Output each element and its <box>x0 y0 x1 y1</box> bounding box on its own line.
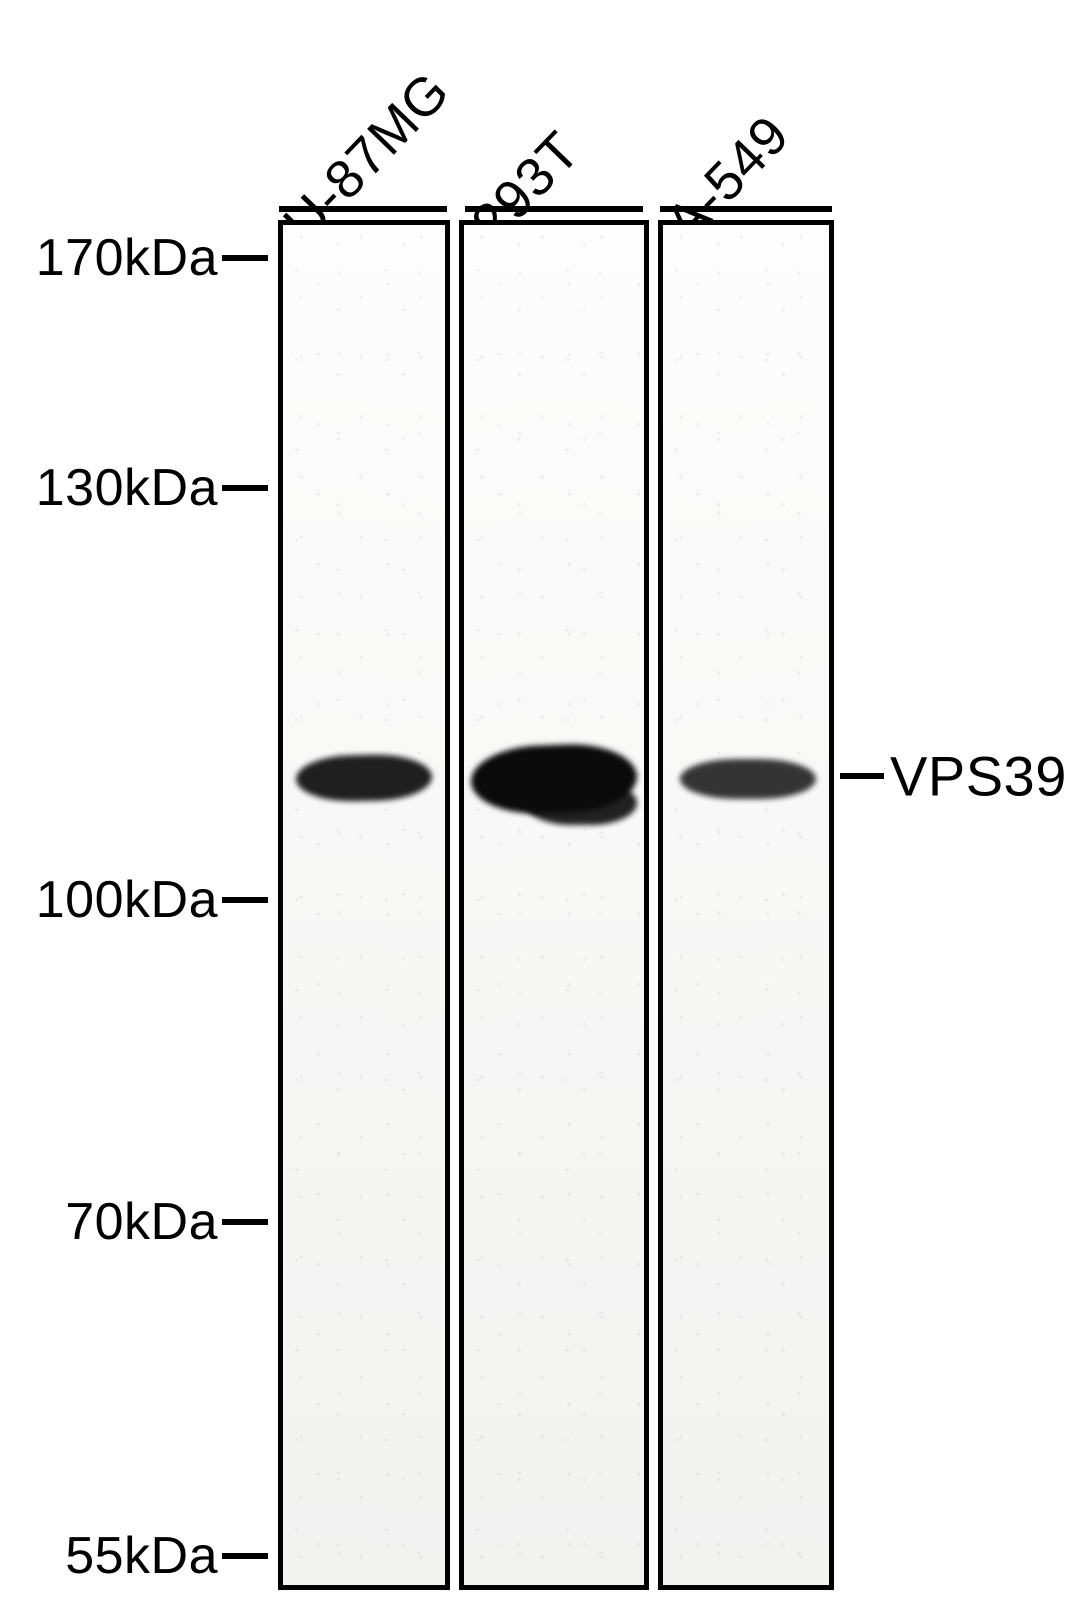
lane-noise <box>663 225 829 1585</box>
mw-label: 170kDa <box>36 228 218 288</box>
target-tick <box>840 773 884 779</box>
target-label: VPS39 <box>890 744 1067 809</box>
lane-noise <box>283 225 445 1585</box>
lane-noise <box>464 225 644 1585</box>
mw-tick <box>222 1219 268 1225</box>
mw-tick <box>222 897 268 903</box>
mw-tick <box>222 255 268 261</box>
lane-box <box>658 220 834 1590</box>
western-blot-figure: 170kDa130kDa100kDa70kDa55kDa U-87MG293TA… <box>0 0 1080 1622</box>
mw-label: 70kDa <box>65 1192 218 1252</box>
lane-underline <box>279 206 447 212</box>
mw-tick <box>222 1553 268 1559</box>
mw-label: 130kDa <box>36 458 218 518</box>
protein-band <box>680 759 816 799</box>
mw-label: 100kDa <box>36 870 218 930</box>
lane-underline <box>660 206 832 212</box>
protein-band <box>525 781 637 825</box>
lane-underline <box>465 206 643 212</box>
lane-box <box>278 220 450 1590</box>
lane-box <box>459 220 649 1590</box>
mw-label: 55kDa <box>65 1526 218 1586</box>
mw-tick <box>222 485 268 491</box>
